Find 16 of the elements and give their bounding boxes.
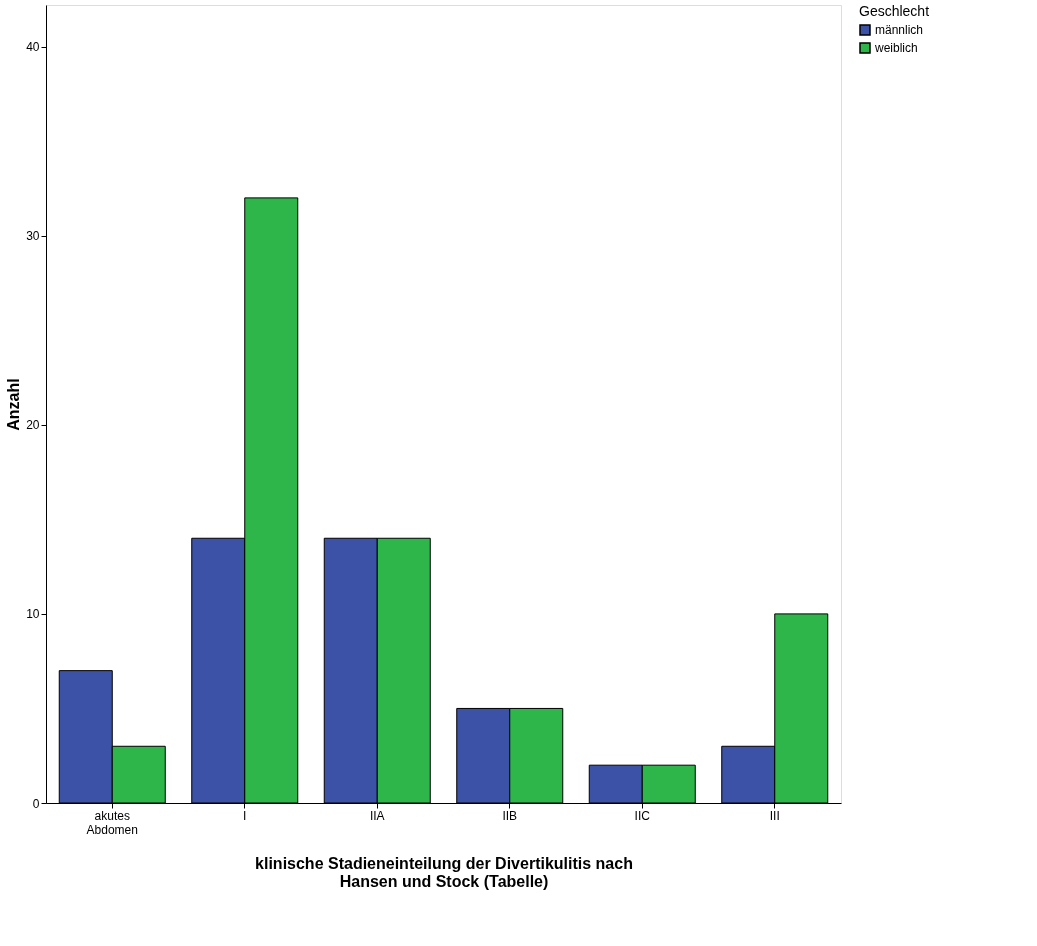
y-tick-label: 10 [26,607,40,622]
x-tick-label: akutes Abdomen [86,808,138,837]
x-tick-label: I [243,808,247,823]
legend-label: männlich [875,23,924,37]
y-tick-label: 0 [32,796,40,811]
legend-title: Geschlecht [859,3,930,19]
y-tick-label: 30 [26,229,40,244]
x-axis-title: klinische Stadieneinteilung der Divertikulitis nach Hansen und Stock (Tabelle) [255,854,633,890]
y-tick-label: 40 [26,40,40,55]
x-tick-label: IIC [634,808,651,823]
y-tick-label: 20 [26,418,40,433]
x-tick-label: IIA [369,808,385,823]
x-tick-label: IIB [502,808,518,823]
y-axis-title: Anzahl [5,378,23,431]
x-tick-label: III [769,808,780,823]
legend-label: weiblich [874,41,918,55]
